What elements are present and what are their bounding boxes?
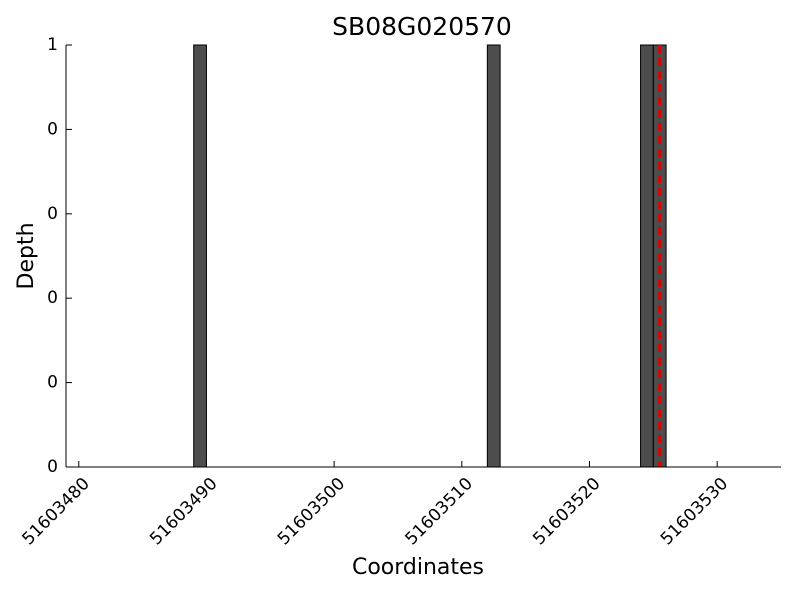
y-axis-label: Depth — [14, 222, 39, 289]
y-tick-label: 0 — [47, 288, 58, 308]
y-tick-label: 1 — [47, 35, 58, 55]
x-axis-label: Coordinates — [352, 555, 484, 580]
x-tick-label: 51603530 — [657, 474, 732, 549]
y-tick-label: 0 — [47, 119, 58, 139]
x-tick-label: 51603500 — [274, 474, 349, 549]
chart-title: SB08G020570 — [332, 12, 512, 41]
y-tick-label: 0 — [47, 204, 58, 224]
x-tick-label: 51603510 — [402, 474, 477, 549]
bar — [193, 44, 207, 468]
bar — [640, 44, 654, 468]
x-tick-label: 51603520 — [529, 474, 604, 549]
y-tick-label: 0 — [47, 373, 58, 393]
x-tick-label: 51603480 — [19, 474, 94, 549]
y-tick-label: 0 — [47, 457, 58, 477]
x-tick-label: 51603490 — [146, 474, 221, 549]
bar — [486, 44, 501, 468]
